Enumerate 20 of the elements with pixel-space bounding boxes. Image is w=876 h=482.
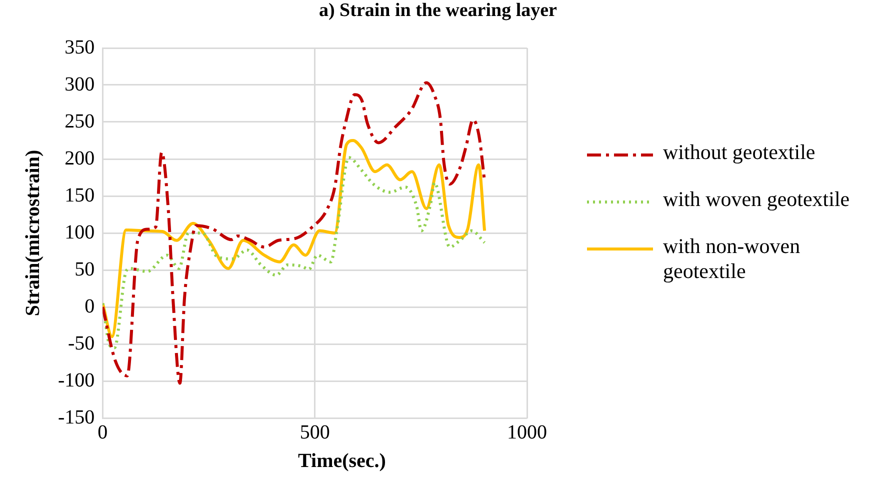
- chart-title: a) Strain in the wearing layer: [318, 0, 558, 22]
- y-axis-title: Strain(microstrain): [22, 150, 44, 316]
- y-tick-label: 100: [64, 221, 95, 244]
- y-tick-label: 300: [64, 73, 95, 96]
- legend-label: with woven geotextile: [663, 187, 851, 212]
- y-tick-label: 350: [64, 36, 95, 58]
- y-tick-label: -50: [68, 332, 95, 354]
- x-tick-label: 1000: [507, 421, 547, 444]
- x-axis-title: Time(sec.): [297, 450, 387, 473]
- y-tick-label: 250: [64, 110, 95, 132]
- legend-label: without geotextile: [663, 140, 816, 165]
- line-series: [102, 81, 486, 385]
- y-tick-label: 150: [64, 184, 95, 206]
- legend-label: with non-woven geotextile: [663, 234, 802, 284]
- y-tick-label: -100: [58, 369, 95, 392]
- y-tick-label: 200: [64, 147, 95, 170]
- x-tick-label: 500: [300, 421, 330, 444]
- y-tick-label: -150: [58, 406, 95, 428]
- y-tick-label: 0: [84, 295, 95, 318]
- y-tick-label: 50: [74, 258, 95, 280]
